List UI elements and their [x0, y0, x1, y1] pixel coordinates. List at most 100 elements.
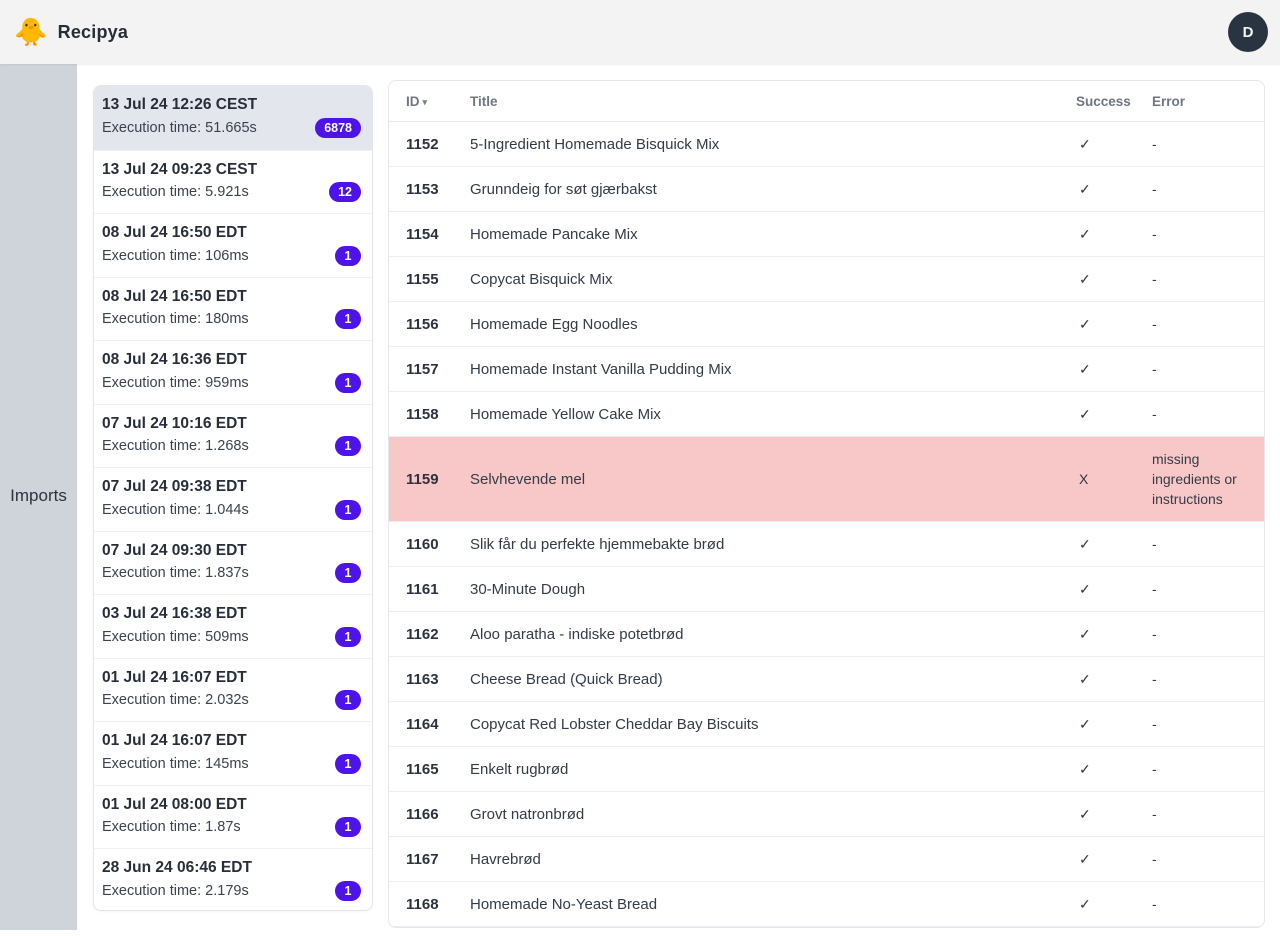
cell-success: ✓ — [1079, 805, 1091, 822]
table-row[interactable]: 1152 5-Ingredient Homemade Bisquick Mix … — [389, 122, 1264, 167]
imports-table: ID ▾ Title Success Error 1152 5-Ingredien… — [388, 80, 1265, 928]
import-date: 01 Jul 24 08:00 EDT — [102, 795, 247, 813]
import-execution-time: Execution time: 2.179s — [102, 882, 249, 899]
cell-id: 1152 — [406, 135, 439, 153]
cell-success: ✓ — [1079, 270, 1091, 287]
import-count-badge: 1 — [335, 309, 361, 330]
import-count-badge: 12 — [329, 182, 361, 203]
column-header-error[interactable]: Error — [1152, 93, 1186, 109]
cell-error: - — [1152, 670, 1157, 687]
sidebar-item-imports[interactable]: Imports — [10, 486, 67, 505]
table-row[interactable]: 1164 Copycat Red Lobster Cheddar Bay Bis… — [389, 702, 1264, 747]
imports-table-body: 1152 5-Ingredient Homemade Bisquick Mix … — [389, 122, 1264, 927]
import-list-item[interactable]: 07 Jul 24 09:38 EDT Execution time: 1.04… — [94, 467, 372, 531]
cell-success: ✓ — [1079, 850, 1091, 867]
cell-error: - — [1152, 895, 1157, 912]
cell-title: Slik får du perfekte hjemmebakte brød — [470, 535, 725, 553]
table-row[interactable]: 1161 30-Minute Dough ✓ - — [389, 567, 1264, 612]
table-row[interactable]: 1157 Homemade Instant Vanilla Pudding Mi… — [389, 347, 1264, 392]
import-execution-time: Execution time: 5.921s — [102, 184, 249, 201]
import-execution-time: Execution time: 1.87s — [102, 819, 241, 836]
import-execution-time: Execution time: 1.044s — [102, 501, 249, 518]
import-date: 07 Jul 24 09:30 EDT — [102, 541, 247, 559]
cell-error: - — [1152, 315, 1157, 332]
cell-title: 5-Ingredient Homemade Bisquick Mix — [470, 135, 720, 153]
cell-title: Grovt natronbrød — [470, 805, 585, 823]
table-row[interactable]: 1155 Copycat Bisquick Mix ✓ - — [389, 257, 1264, 302]
cell-id: 1163 — [406, 670, 439, 688]
import-date: 08 Jul 24 16:36 EDT — [102, 351, 247, 368]
import-list-item[interactable]: 03 Jul 24 16:38 EDT Execution time: 509m… — [94, 594, 372, 658]
import-date: 28 Jun 24 06:46 EDT — [102, 859, 252, 876]
table-row[interactable]: 1168 Homemade No-Yeast Bread ✓ - — [389, 882, 1264, 927]
cell-title: Grunndeig for søt gjærbakst — [470, 180, 657, 198]
import-count-badge: 1 — [335, 626, 361, 647]
table-row[interactable]: 1160 Slik får du perfekte hjemmebakte br… — [389, 522, 1264, 567]
import-date: 07 Jul 24 09:38 EDT — [102, 478, 247, 495]
cell-success: ✓ — [1079, 180, 1091, 197]
cell-title: Selvhevende mel — [470, 470, 586, 488]
cell-success: ✓ — [1079, 670, 1091, 687]
import-count-badge: 1 — [335, 372, 361, 393]
table-row[interactable]: 1165 Enkelt rugbrød ✓ - — [389, 747, 1264, 792]
import-date: 08 Jul 24 16:50 EDT — [102, 287, 247, 305]
cell-error: - — [1152, 180, 1157, 197]
import-date: 03 Jul 24 16:38 EDT — [102, 605, 247, 622]
import-list-item[interactable]: 07 Jul 24 10:16 EDT Execution time: 1.26… — [94, 403, 372, 468]
import-count-badge: 6878 — [315, 117, 361, 138]
import-count-badge: 1 — [335, 563, 361, 584]
cell-title: Homemade No-Yeast Bread — [470, 895, 658, 913]
app-brand[interactable]: 🐥 Recipya — [0, 16, 128, 47]
import-date: 13 Jul 24 12:26 CEST — [102, 96, 258, 113]
table-row[interactable]: 1154 Homemade Pancake Mix ✓ - — [389, 212, 1264, 257]
cell-id: 1155 — [406, 270, 439, 288]
cell-error: - — [1152, 625, 1157, 642]
import-list-item[interactable]: 08 Jul 24 16:36 EDT Execution time: 959m… — [94, 340, 372, 404]
import-execution-time: Execution time: 2.032s — [102, 692, 249, 709]
import-date: 08 Jul 24 16:50 EDT — [102, 224, 247, 241]
app-logo-icon: 🐥 — [14, 16, 48, 47]
import-count-badge: 1 — [335, 436, 361, 457]
import-date: 01 Jul 24 16:07 EDT — [102, 732, 247, 749]
import-list-item[interactable]: 01 Jul 24 16:07 EDT Execution time: 145m… — [94, 721, 372, 785]
import-list-item[interactable]: 08 Jul 24 16:50 EDT Execution time: 106m… — [94, 213, 372, 277]
import-date: 07 Jul 24 10:16 EDT — [102, 414, 247, 432]
import-list-item[interactable]: 01 Jul 24 08:00 EDT Execution time: 1.87… — [94, 784, 372, 849]
cell-success: ✓ — [1079, 225, 1091, 242]
column-header-id[interactable]: ID ▾ — [406, 93, 428, 109]
table-row[interactable]: 1153 Grunndeig for søt gjærbakst ✓ - — [389, 167, 1264, 212]
column-header-title[interactable]: Title — [470, 93, 498, 109]
table-row[interactable]: 1162 Aloo paratha - indiske potetbrød ✓ … — [389, 612, 1264, 657]
cell-success: ✓ — [1079, 625, 1091, 642]
table-header-row: ID ▾ Title Success Error — [389, 81, 1264, 122]
table-row[interactable]: 1163 Cheese Bread (Quick Bread) ✓ - — [389, 657, 1264, 702]
cell-error: - — [1152, 135, 1157, 152]
cell-title: Copycat Red Lobster Cheddar Bay Biscuits — [470, 715, 759, 733]
user-avatar[interactable]: D — [1228, 12, 1268, 52]
import-count-badge: 1 — [335, 880, 361, 901]
import-execution-time: Execution time: 959ms — [102, 374, 249, 391]
cell-id: 1165 — [406, 760, 439, 778]
import-list-item[interactable]: 07 Jul 24 09:30 EDT Execution time: 1.83… — [94, 530, 372, 595]
table-row[interactable]: 1158 Homemade Yellow Cake Mix ✓ - — [389, 392, 1264, 437]
import-list-item[interactable]: 01 Jul 24 16:07 EDT Execution time: 2.03… — [94, 657, 372, 722]
import-list-item[interactable]: 08 Jul 24 16:50 EDT Execution time: 180m… — [94, 276, 372, 341]
import-list-item[interactable]: 28 Jun 24 06:46 EDT Execution time: 2.17… — [94, 848, 372, 910]
import-execution-time: Execution time: 509ms — [102, 628, 249, 645]
cell-error: - — [1152, 715, 1157, 732]
cell-success: ✓ — [1079, 360, 1091, 377]
cell-id: 1153 — [406, 180, 439, 198]
import-date: 13 Jul 24 09:23 CEST — [102, 160, 258, 178]
import-list-item[interactable]: 13 Jul 24 12:26 CEST Execution time: 51.… — [94, 86, 372, 150]
import-list-item[interactable]: 13 Jul 24 09:23 CEST Execution time: 5.9… — [94, 149, 372, 214]
cell-id: 1168 — [406, 895, 439, 913]
cell-id: 1157 — [406, 360, 439, 378]
table-row[interactable]: 1166 Grovt natronbrød ✓ - — [389, 792, 1264, 837]
table-row[interactable]: 1167 Havrebrød ✓ - — [389, 837, 1264, 882]
cell-error: - — [1152, 225, 1157, 242]
sort-desc-icon: ▾ — [422, 96, 428, 107]
column-header-success[interactable]: Success — [1076, 93, 1131, 109]
table-row[interactable]: 1156 Homemade Egg Noodles ✓ - — [389, 302, 1264, 347]
cell-title: Homemade Pancake Mix — [470, 225, 638, 243]
table-row[interactable]: 1159 Selvhevende mel X missing ingredien… — [389, 437, 1264, 522]
